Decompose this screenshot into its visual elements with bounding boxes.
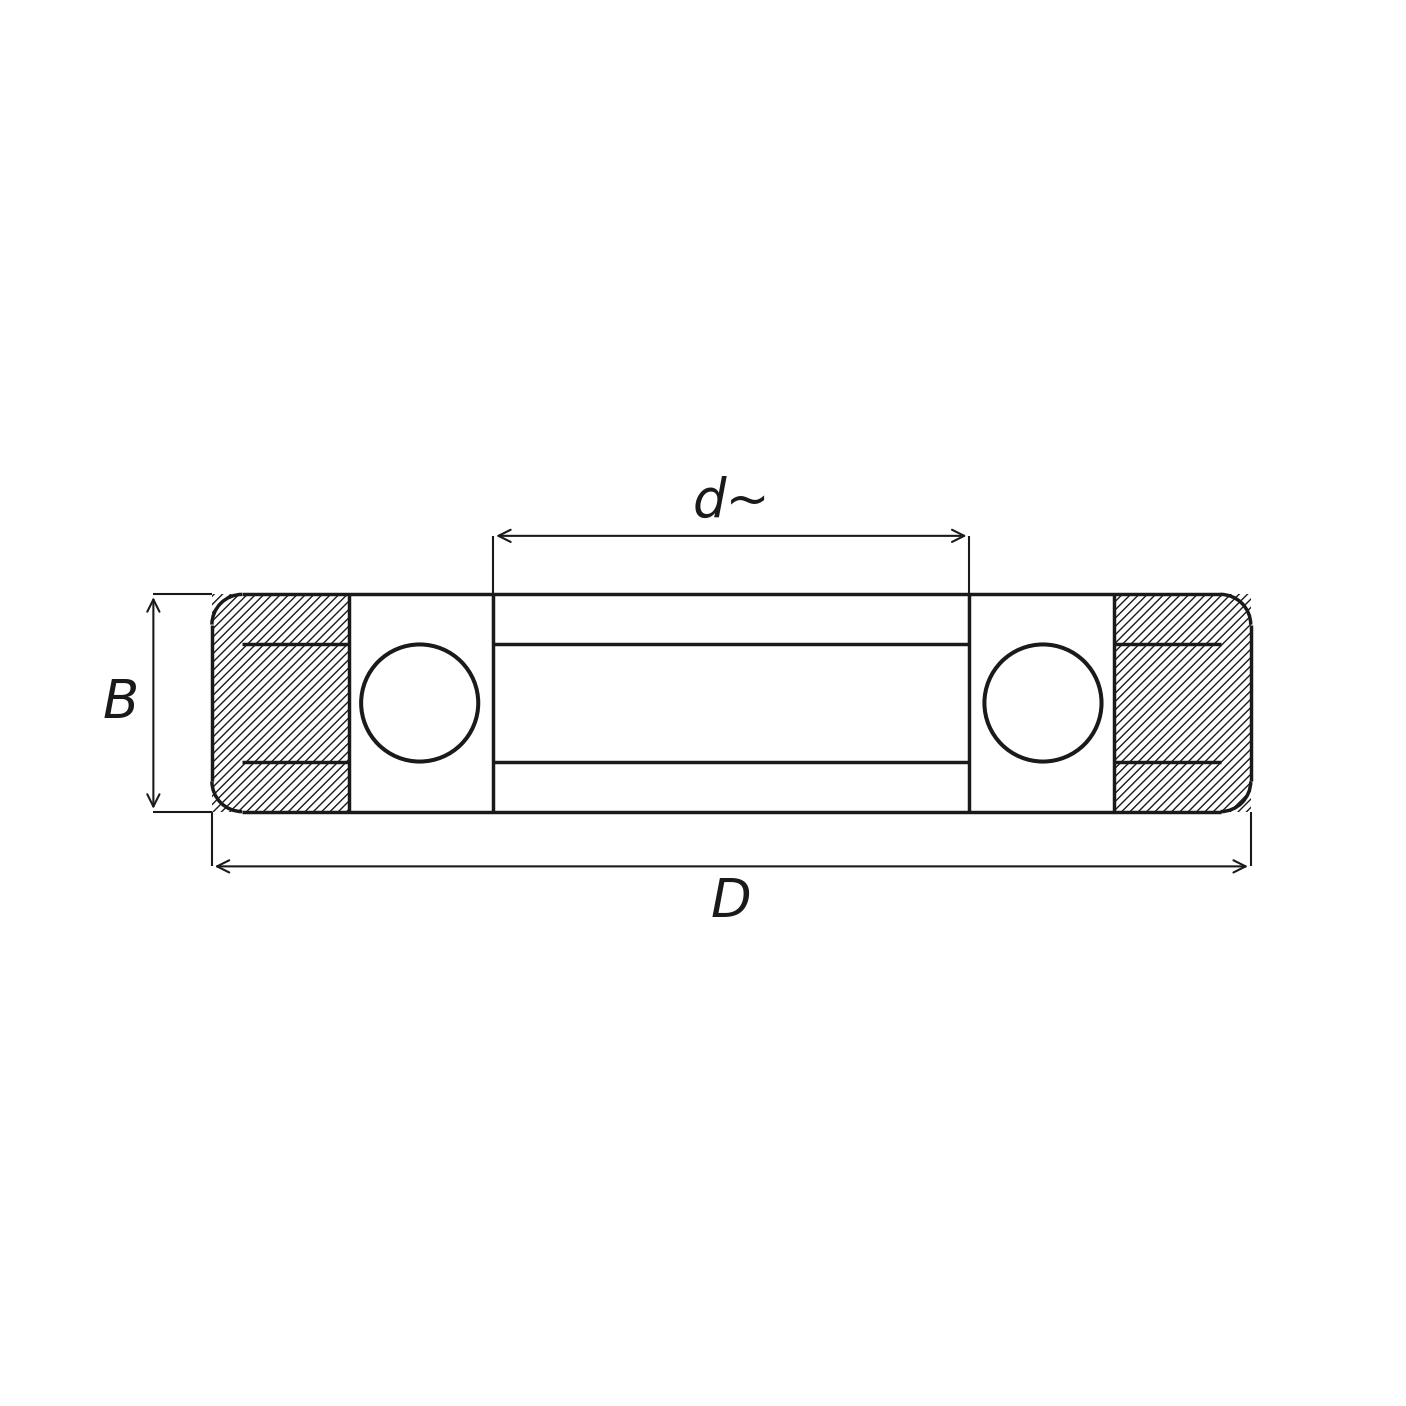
Text: D: D bbox=[711, 876, 752, 928]
Circle shape bbox=[984, 644, 1101, 762]
Text: d~: d~ bbox=[693, 477, 770, 529]
Circle shape bbox=[361, 644, 478, 762]
Bar bbox=[212, 595, 349, 811]
Bar bbox=[1114, 595, 1251, 811]
Text: B: B bbox=[103, 678, 139, 728]
